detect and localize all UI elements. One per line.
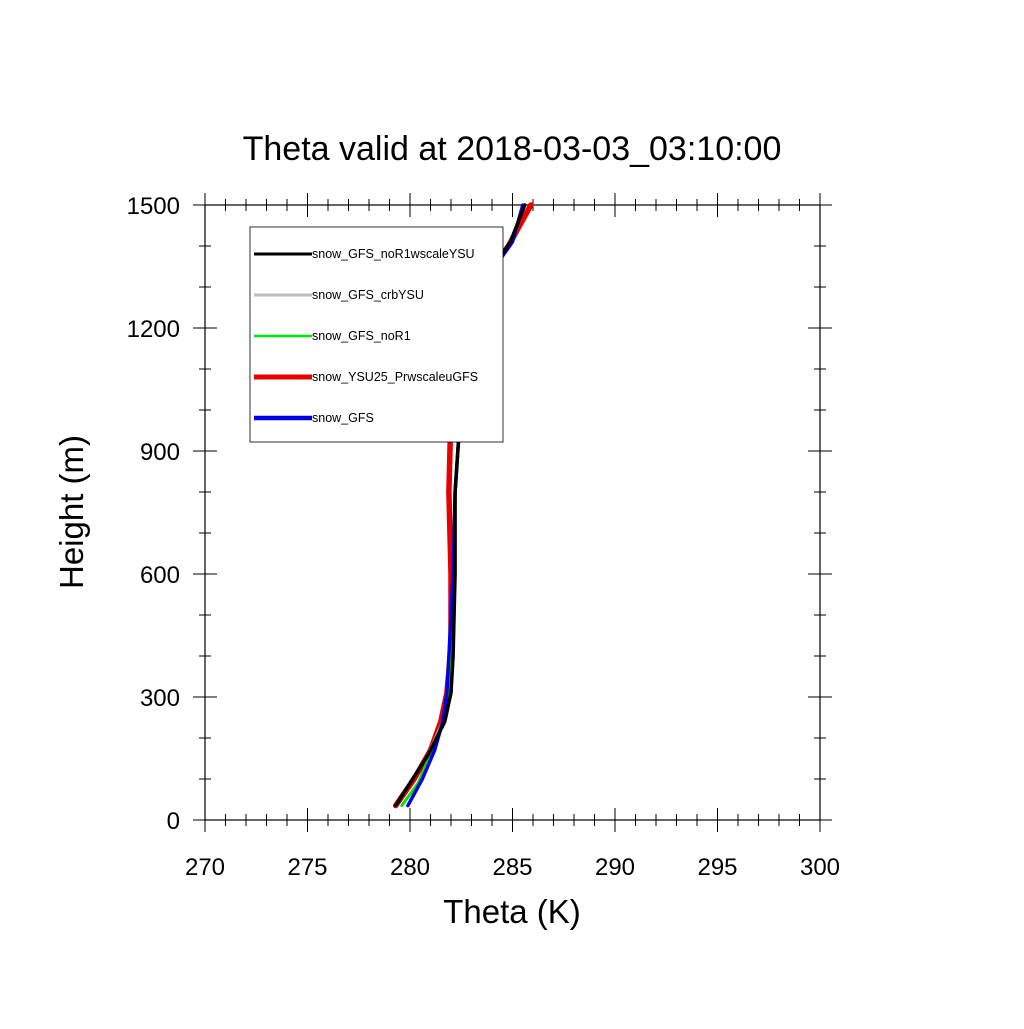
x-axis-label: Theta (K) xyxy=(443,893,581,930)
legend: snow_GFS_noR1wscaleYSU snow_GFS_crbYSUsno… xyxy=(249,226,504,443)
x-tick-label: 290 xyxy=(595,854,635,881)
y-tick-label: 900 xyxy=(140,439,180,466)
legend-label: snow_GFS_crbYSU xyxy=(312,288,424,302)
y-axis-label: Height (m) xyxy=(53,435,90,589)
y-tick-label: 600 xyxy=(140,562,180,589)
x-tick-label: 285 xyxy=(492,854,532,881)
chart-title: Theta valid at 2018-03-03_03:10:00 xyxy=(243,130,782,168)
y-tick-label: 0 xyxy=(167,808,180,835)
y-tick-label: 1500 xyxy=(127,193,180,220)
y-tick-label: 300 xyxy=(140,685,180,712)
legend-label: snow_YSU25_PrwscaleuGFS xyxy=(312,370,478,384)
x-tick-label: 295 xyxy=(697,854,737,881)
x-tick-label: 300 xyxy=(800,854,840,881)
legend-label: snow_GFS_noR1wscaleYSU xyxy=(312,247,475,261)
legend-label: snow_GFS_noR1 xyxy=(312,329,411,343)
legend-label: snow_GFS xyxy=(312,411,374,425)
legend-box xyxy=(249,226,504,443)
x-tick-label: 275 xyxy=(287,854,327,881)
x-tick-label: 270 xyxy=(185,854,225,881)
y-tick-label: 1200 xyxy=(127,316,180,343)
x-tick-label: 280 xyxy=(390,854,430,881)
